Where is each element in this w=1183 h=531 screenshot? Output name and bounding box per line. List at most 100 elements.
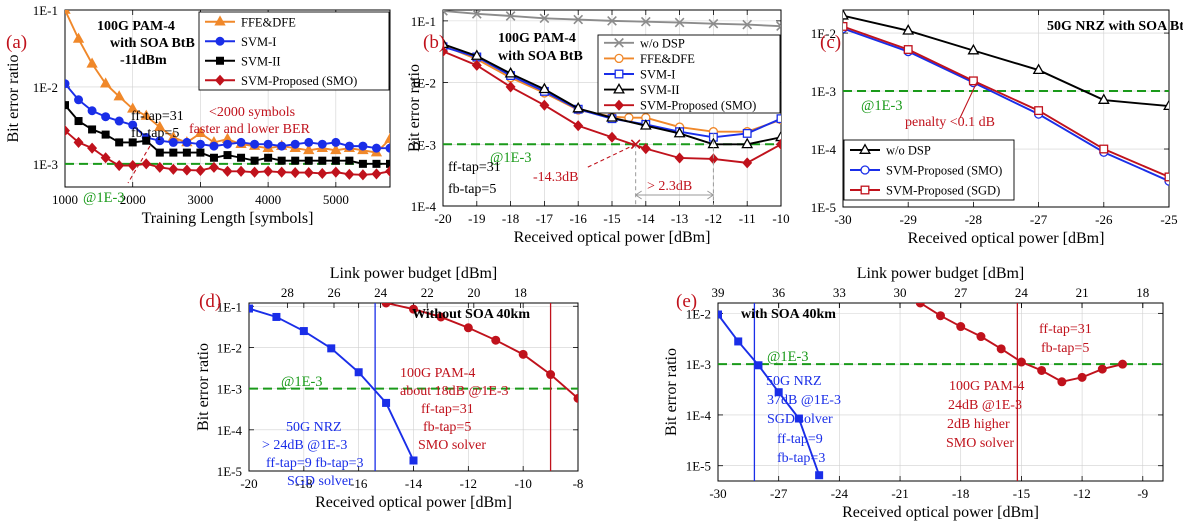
x2-tick-label: 18: [514, 285, 527, 300]
annotation: Without SOA 40km: [412, 307, 530, 322]
data-point: [639, 119, 652, 130]
x-tick-label: -19: [468, 211, 485, 226]
data-point: [936, 311, 945, 321]
y-tick-label: 1E-4: [411, 199, 437, 214]
legend-entry: SVM-II: [241, 54, 281, 68]
data-point: [277, 156, 286, 165]
data-point: [345, 156, 354, 165]
data-point: [223, 151, 232, 160]
data-point: [87, 106, 97, 116]
data-point: [330, 143, 342, 155]
data-point: [128, 138, 137, 147]
x-tick-label: 5000: [323, 192, 349, 207]
data-point: [250, 156, 259, 165]
threshold-label: @1E-3: [490, 150, 532, 166]
x-tick-label: -18: [502, 211, 519, 226]
chart-panel-c: -30 -29 -28 -27 -26 -25 1E-2 1E-3 1E-4 1E-5 Receiv…: [811, 9, 1183, 247]
data-point: [386, 159, 390, 168]
threshold-label: @1E-3: [281, 374, 323, 390]
data-point: [331, 156, 340, 165]
x-tick-label: -18: [295, 476, 312, 491]
data-point: [65, 125, 70, 137]
data-point: [1077, 372, 1087, 382]
legend-entry: FFE&DFE: [241, 15, 296, 29]
data-point: [182, 137, 192, 147]
data-point: [236, 137, 246, 147]
x2-tick-label: 18: [1136, 285, 1149, 300]
annotation: 50G NRZ: [286, 420, 342, 435]
data-point: [290, 139, 300, 149]
x2-tick-label: 36: [772, 285, 786, 300]
x-axis-label: Training Length [symbols]: [142, 210, 314, 227]
data-point: [505, 81, 516, 93]
annotation: with SOA BtB: [498, 49, 583, 64]
data-point: [718, 310, 722, 319]
series-line: [843, 27, 1169, 182]
x2-tick-label: 28: [281, 285, 294, 300]
x2-tick-label: 24: [1015, 285, 1029, 300]
annotation: <2000 symbols: [209, 105, 295, 120]
legend: w/o DSP SVM-Proposed (SMO) SVM-Proposed (S…: [843, 139, 1015, 201]
data-point: [1097, 364, 1107, 374]
x-tick-label: -30: [709, 486, 726, 501]
data-point: [272, 312, 281, 321]
data-point: [968, 76, 978, 86]
x-tick-label: -12: [460, 476, 477, 491]
legend-entry: SVM-Proposed (SGD): [886, 184, 1000, 198]
data-point: [344, 168, 355, 180]
annotation: with SOA 40km: [741, 307, 836, 322]
data-point: [742, 157, 753, 169]
annotation: fb-tap=5: [131, 126, 179, 141]
data-point: [471, 10, 482, 19]
annotation: -14.3dB: [533, 170, 579, 185]
data-point: [794, 414, 803, 423]
x-tick-label: -15: [1013, 486, 1030, 501]
x-tick-label: -15: [603, 211, 620, 226]
data-point: [331, 137, 341, 147]
data-point: [843, 22, 848, 31]
x2-tick-label: 27: [954, 285, 968, 300]
annotation: 2dB higher: [947, 417, 1010, 432]
data-point: [606, 111, 618, 122]
data-point: [277, 141, 287, 151]
annotation: fb-tap=5: [1041, 341, 1089, 356]
legend-marker: [613, 82, 625, 94]
data-point: [708, 18, 719, 29]
data-point: [409, 456, 418, 465]
series-line: [385, 303, 578, 400]
x-tick-label: 1000: [52, 192, 78, 207]
threshold-label: @1E-3: [83, 190, 125, 206]
data-point: [88, 125, 97, 134]
annotation: SMO solver: [946, 436, 1014, 451]
x2-tick-label: 22: [421, 285, 434, 300]
legend-entry: SVM-I: [640, 68, 675, 82]
annotation: fb-tap=5: [423, 420, 471, 435]
x-tick-label: -14: [405, 476, 423, 491]
data-point: [471, 59, 482, 71]
x-tick-label: -12: [1073, 486, 1090, 501]
data-point: [196, 148, 205, 157]
data-point: [142, 136, 151, 145]
y-tick-label: 1E-1: [411, 14, 436, 29]
x-tick-label: -26: [1095, 212, 1113, 227]
annotation: 100G PAM-4: [498, 31, 576, 46]
data-point: [169, 148, 178, 157]
x-tick-label: -16: [350, 476, 368, 491]
data-point: [127, 160, 138, 172]
x-tick-label: -27: [770, 486, 788, 501]
data-point: [99, 77, 112, 88]
annotation: 37dB @1E-3: [767, 393, 841, 408]
chart-panel-b: -20 -19 -18 -17 -16 -15 -14 -13 -12 -11 -10 1E-1 1E-…: [406, 9, 790, 246]
y-tick-label: 1E-2: [411, 76, 436, 91]
series-line: [843, 14, 1169, 108]
legend-entry: SVM-Proposed (SMO): [886, 164, 1002, 178]
data-point: [65, 79, 70, 89]
data-point: [127, 102, 139, 113]
data-point: [674, 152, 685, 164]
data-point: [470, 49, 483, 60]
data-point: [263, 139, 273, 149]
legend-entry: SVM-Proposed (SMO): [241, 74, 357, 88]
x-tick-label: -16: [570, 211, 588, 226]
data-point: [546, 370, 556, 380]
